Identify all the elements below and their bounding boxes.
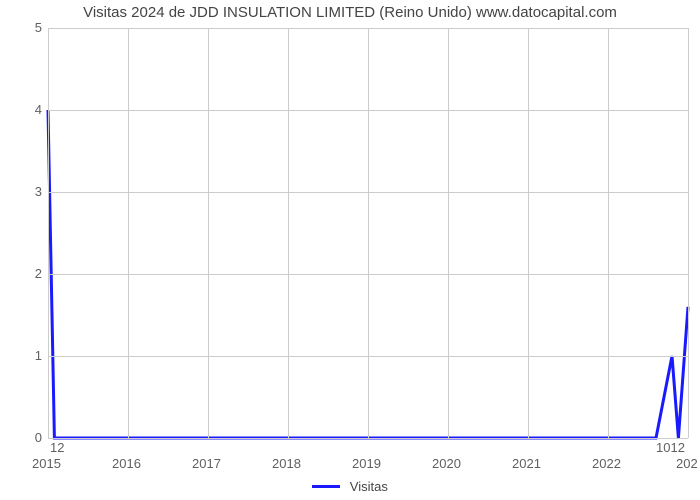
y-tick-label: 3 <box>24 184 42 199</box>
grid-line-vertical <box>128 28 129 438</box>
grid-line-horizontal <box>48 28 688 29</box>
grid-line-vertical <box>208 28 209 438</box>
grid-line-vertical <box>528 28 529 438</box>
x-tick-label: 2022 <box>592 456 621 471</box>
y-tick-label: 1 <box>24 348 42 363</box>
corner-label-bottom-right: 1012 <box>656 440 685 455</box>
grid-line-horizontal <box>48 356 688 357</box>
y-tick-label: 0 <box>24 430 42 445</box>
legend-swatch <box>312 485 340 488</box>
x-tick-label: 2015 <box>32 456 61 471</box>
grid-line-vertical <box>368 28 369 438</box>
y-tick-label: 4 <box>24 102 42 117</box>
grid-line-vertical <box>288 28 289 438</box>
plot-area <box>48 28 688 438</box>
chart-title: Visitas 2024 de JDD INSULATION LIMITED (… <box>0 4 700 21</box>
y-tick-label: 5 <box>24 20 42 35</box>
grid-line-horizontal <box>48 274 688 275</box>
y-tick-label: 2 <box>24 266 42 281</box>
visits-chart: Visitas 2024 de JDD INSULATION LIMITED (… <box>0 0 700 500</box>
grid-line-vertical <box>48 28 49 438</box>
x-tick-label: 202 <box>676 456 698 471</box>
corner-label-bottom-left: 12 <box>50 440 64 455</box>
grid-line-horizontal <box>48 110 688 111</box>
x-tick-label: 2019 <box>352 456 381 471</box>
chart-legend: Visitas <box>0 478 700 494</box>
x-tick-label: 2017 <box>192 456 221 471</box>
grid-line-horizontal <box>48 438 688 439</box>
grid-line-horizontal <box>48 192 688 193</box>
grid-line-vertical <box>688 28 689 438</box>
x-tick-label: 2016 <box>112 456 141 471</box>
x-tick-label: 2018 <box>272 456 301 471</box>
x-tick-label: 2020 <box>432 456 461 471</box>
x-tick-label: 2021 <box>512 456 541 471</box>
legend-label: Visitas <box>350 479 388 494</box>
grid-line-vertical <box>448 28 449 438</box>
grid-line-vertical <box>608 28 609 438</box>
